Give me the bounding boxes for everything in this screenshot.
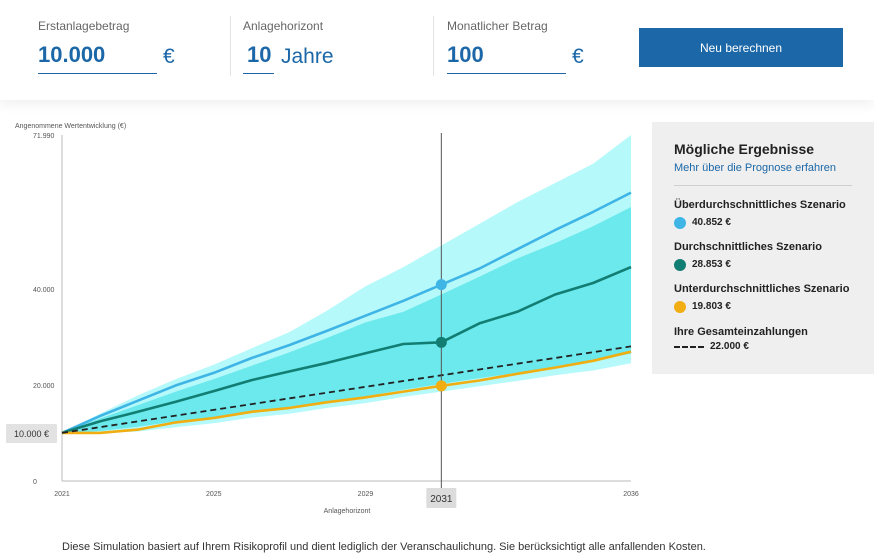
- below-average-label: Unterdurchschnittliches Szenario: [674, 283, 850, 295]
- below-marker-point: [435, 380, 447, 392]
- below-series-line: [62, 350, 632, 435]
- input-bar: Erstanlagebetrag 10.000 € Anlagehorizont…: [0, 0, 874, 100]
- disclaimer-note: Diese Simulation basiert auf Ihrem Risik…: [62, 541, 706, 553]
- horizon-underline: [243, 73, 274, 74]
- average-dot: [674, 259, 686, 271]
- results-panel: Mögliche Ergebnisse Mehr über die Progno…: [652, 122, 874, 374]
- start-value-label: 10.000 €: [14, 429, 49, 439]
- below-average-value: 19.803 €: [692, 301, 731, 312]
- average-marker-point: [435, 336, 447, 348]
- horizon-input[interactable]: 10: [247, 42, 272, 67]
- x-tick-label: 2021: [54, 491, 70, 498]
- start-value-box: [6, 424, 57, 443]
- above-marker-point: [435, 279, 447, 291]
- dashed-line-icon: [674, 346, 704, 348]
- y-axis-label: Angenommene Wertentwicklung (€): [15, 123, 126, 130]
- monthly-amount-underline: [447, 73, 566, 74]
- horizon-year-label: 2031: [430, 494, 453, 505]
- above-average-value: 40.852 €: [692, 217, 731, 228]
- above-series-line: [61, 191, 632, 435]
- monthly-amount-label: Monatlicher Betrag: [447, 19, 548, 33]
- x-tick-label: 2029: [358, 491, 374, 498]
- average-value: 28.853 €: [692, 259, 731, 270]
- results-title: Mögliche Ergebnisse: [674, 141, 815, 157]
- y-tick-label: 71.990: [33, 133, 55, 140]
- total-contributions-value: 22.000 €: [710, 341, 749, 352]
- recalculate-button[interactable]: Neu berechnen: [639, 28, 843, 67]
- monthly-amount-field[interactable]: Monatlicher Betrag 100 €: [447, 0, 597, 100]
- average-series-line: [61, 265, 632, 435]
- below-average-dot: [674, 301, 686, 313]
- y-tick-label: 0: [33, 479, 37, 486]
- total-contributions-label: Ihre Gesamteinzahlungen: [674, 326, 808, 338]
- y-tick-label: 40.000: [33, 287, 55, 294]
- contrib-series-line: [61, 345, 632, 434]
- horizon-field[interactable]: Anlagehorizont 10 Jahre: [243, 0, 393, 100]
- initial-amount-unit: €: [163, 45, 175, 68]
- horizon-label: Anlagehorizont: [243, 19, 324, 33]
- above-average-label: Überdurchschnittliches Szenario: [674, 199, 846, 211]
- x-axis-label: Anlagehorizont: [324, 508, 371, 515]
- initial-amount-underline: [38, 73, 157, 74]
- average-label: Durchschnittliches Szenario: [674, 241, 822, 253]
- forecast-info-link[interactable]: Mehr über die Prognose erfahren: [674, 162, 837, 174]
- horizon-unit: Jahre: [281, 45, 334, 68]
- initial-amount-label: Erstanlagebetrag: [38, 19, 130, 33]
- inner-range-band: [62, 207, 631, 433]
- horizon-year-box: [426, 488, 457, 508]
- monthly-amount-unit: €: [572, 45, 584, 68]
- field-divider: [230, 16, 231, 76]
- x-tick-label: 2025: [206, 491, 222, 498]
- initial-amount-field[interactable]: Erstanlagebetrag 10.000 €: [38, 0, 188, 100]
- x-tick-label: 2036: [623, 491, 639, 498]
- monthly-amount-input[interactable]: 100: [447, 42, 484, 67]
- results-divider: [674, 185, 852, 186]
- y-tick-label: 20.000: [33, 383, 55, 390]
- projection-chart: Angenommene Wertentwicklung (€) 71.990 40.…: [6, 123, 639, 515]
- above-average-dot: [674, 217, 686, 229]
- initial-amount-input[interactable]: 10.000: [38, 42, 106, 67]
- field-divider: [433, 16, 434, 76]
